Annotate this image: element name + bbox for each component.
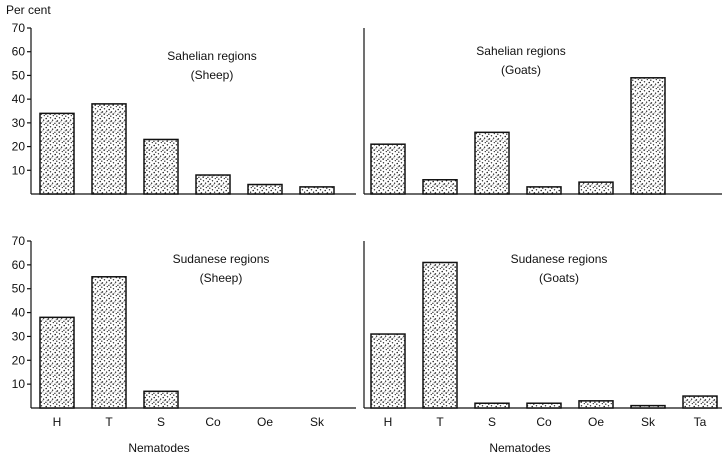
bar-T	[422, 261, 458, 409]
y-tick-label: 60	[12, 258, 26, 272]
bar-H	[39, 316, 75, 409]
x-tick-label: Oe	[588, 415, 604, 429]
y-tick-label: 50	[12, 282, 26, 296]
bar-T	[422, 179, 458, 195]
bar-S	[474, 402, 510, 409]
chart-panel-4: H T S Co Oe Sk Ta Sudanese regions (Goats)	[363, 241, 722, 429]
panel-title: Sudanese regions	[511, 252, 608, 266]
y-tick-label: 70	[12, 234, 26, 248]
x-tick-label: S	[488, 415, 496, 429]
y-tick-label: 30	[12, 329, 26, 343]
x-tick-label: T	[105, 415, 113, 429]
y-tick-label: 20	[12, 140, 26, 154]
bar-S	[143, 138, 179, 195]
y-tick-label: 10	[12, 163, 26, 177]
panel-subtitle: (Goats)	[539, 271, 579, 285]
panel-title: Sahelian regions	[167, 49, 256, 63]
panel-subtitle: (Sheep)	[200, 271, 243, 285]
x-tick-label: Co	[205, 415, 221, 429]
bar-H	[370, 143, 406, 195]
panel-subtitle: (Sheep)	[191, 68, 234, 82]
panel-title: Sahelian regions	[476, 44, 565, 58]
y-tick-label: 50	[12, 68, 26, 82]
x-axis-label-right: Nematodes	[489, 441, 550, 455]
y-tick-label: 10	[12, 377, 26, 391]
bar-Co	[195, 174, 231, 195]
y-tick-label: 20	[12, 353, 26, 367]
y-tick-label: 70	[12, 21, 26, 35]
bar-Sk	[299, 186, 335, 195]
panel-subtitle: (Goats)	[501, 63, 541, 77]
bar-T	[91, 103, 127, 195]
bar-H	[370, 333, 406, 409]
bar-Oe	[578, 181, 614, 195]
bar-Sk	[630, 404, 666, 409]
y-tick-label: 40	[12, 306, 26, 320]
bar-S	[143, 390, 179, 409]
x-tick-label: Sk	[310, 415, 325, 429]
y-tick-label: 30	[12, 116, 26, 130]
chart-panel-3: 10 20 30 40 50 60 70 H T S Co Oe Sk Sudanese regions (…	[12, 234, 356, 429]
panel-title: Sudanese regions	[173, 252, 270, 266]
bar-H	[39, 112, 75, 195]
x-tick-label: Sk	[641, 415, 656, 429]
bar-Ta	[682, 395, 718, 409]
y-tick-label: 60	[12, 45, 26, 59]
x-tick-label: H	[53, 415, 62, 429]
x-tick-label: T	[436, 415, 444, 429]
x-tick-label: Co	[536, 415, 552, 429]
y-tick-label: 40	[12, 92, 26, 106]
x-tick-label: Oe	[257, 415, 273, 429]
y-axis-label: Per cent	[6, 3, 51, 17]
bar-Oe	[578, 400, 614, 409]
chart-panel-1: 10 20 30 40 50 60 70 Sahelian regions (Sheep)	[12, 21, 356, 195]
bar-S	[474, 131, 510, 195]
bar-Oe	[247, 183, 283, 195]
chart-panel-2: Sahelian regions (Goats)	[363, 28, 722, 195]
x-tick-label: H	[384, 415, 393, 429]
x-tick-label: Ta	[694, 415, 707, 429]
bar-T	[91, 276, 127, 409]
charts-area: 10 20 30 40 50 60 70 Sahelian regions (Sheep) Sah…	[12, 21, 722, 429]
bar-Sk	[630, 77, 666, 195]
x-tick-label: S	[157, 415, 165, 429]
bar-Co	[526, 402, 562, 409]
bar-Co	[526, 186, 562, 195]
x-axis-label-left: Nematodes	[128, 441, 189, 455]
